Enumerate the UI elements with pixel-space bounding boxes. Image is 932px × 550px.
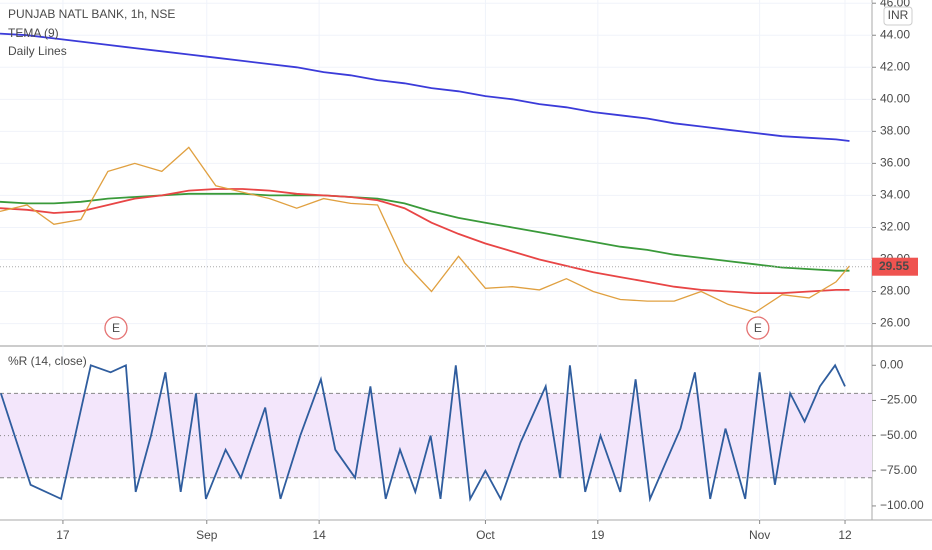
y-tick-label: 40.00 [880, 91, 910, 105]
panel-title: %R (14, close) [8, 354, 87, 368]
y-tick-label: −50.00 [880, 428, 917, 442]
earnings-marker [746, 316, 770, 340]
series-line [0, 192, 850, 272]
x-tick-label: Sep [196, 528, 218, 542]
earnings-label: E [112, 321, 120, 335]
y-tick-label: 0.00 [880, 357, 904, 371]
x-tick-label: Oct [476, 528, 495, 542]
x-tick-label: 17 [56, 528, 70, 542]
panel-title: PUNJAB NATL BANK, 1h, NSE [8, 7, 175, 21]
x-tick-label: 12 [838, 528, 852, 542]
y-tick-label: 26.00 [880, 316, 910, 330]
y-tick-label: 46.00 [880, 0, 910, 9]
last-price-box [872, 257, 918, 276]
x-tick-label: 19 [591, 528, 605, 542]
y-tick-label: 28.00 [880, 284, 910, 298]
x-tick-label: Nov [749, 528, 770, 542]
series-line [0, 188, 850, 294]
x-tick-label: 14 [312, 528, 326, 542]
y-tick-label: 42.00 [880, 59, 910, 73]
y-tick-label: 32.00 [880, 220, 910, 234]
y-tick-label: 36.00 [880, 156, 910, 170]
series-line [0, 146, 850, 314]
series-line [0, 32, 850, 142]
y-tick-label: 34.00 [880, 188, 910, 202]
y-tick-label: 44.00 [880, 27, 910, 41]
y-tick-label: 38.00 [880, 124, 910, 138]
legend-entry: TEMA (9) [8, 26, 59, 40]
y-tick-label: −75.00 [880, 463, 917, 477]
earnings-label: E [754, 321, 762, 335]
currency-box [883, 6, 913, 26]
currency-label: INR [888, 8, 909, 22]
legend-entry: Daily Lines [8, 44, 67, 58]
y-tick-label: −100.00 [880, 498, 924, 512]
series-line [0, 363, 846, 503]
y-tick-label: −25.00 [880, 393, 917, 407]
earnings-marker [104, 316, 128, 340]
last-price-label: 29.55 [879, 259, 909, 273]
